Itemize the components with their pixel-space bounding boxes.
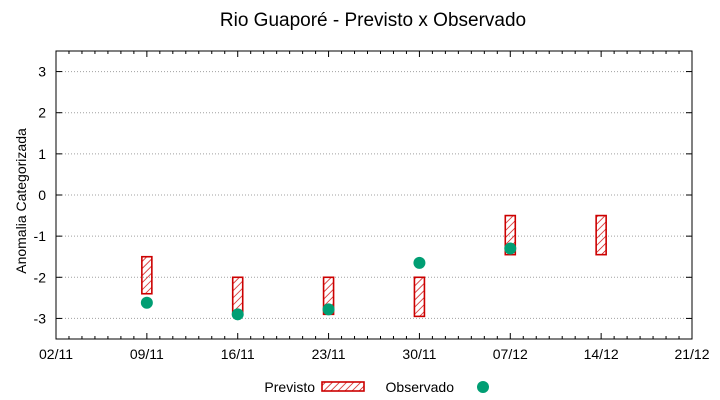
legend-marker-observado — [477, 381, 489, 393]
observado-point — [504, 242, 517, 255]
chart-title: Rio Guaporé - Previsto x Observado — [220, 10, 526, 31]
y-tick-label: 1 — [38, 146, 46, 162]
y-tick-label: 0 — [38, 187, 46, 203]
x-tick-label: 30/11 — [402, 346, 436, 362]
axis-ticks: 3 2 1 0 -1 -2 -3 02/11 09/11 16/11 23/11 30/11 07/12… — [34, 51, 710, 362]
y-tick-label: -3 — [34, 310, 47, 326]
x-tick-label: 16/11 — [221, 346, 255, 362]
x-tick-label: 07/12 — [493, 346, 528, 362]
series — [140, 214, 607, 321]
observado-point — [322, 303, 335, 316]
y-axis-label: Anomalia Categorizada — [13, 128, 29, 274]
y-tick-label: -2 — [34, 269, 47, 285]
observado-point — [231, 308, 244, 321]
previsto-range-box — [141, 255, 153, 295]
x-tick-label: 02/11 — [39, 346, 73, 362]
y-tick-label: 2 — [38, 105, 46, 121]
y-tick-label: 3 — [38, 64, 46, 80]
y-tick-label: -1 — [34, 228, 47, 244]
grid — [56, 71, 692, 319]
observado-point — [413, 256, 426, 269]
previsto-range-box — [595, 214, 607, 256]
legend-swatch-previsto — [321, 381, 365, 392]
x-tick-label: 23/11 — [312, 346, 346, 362]
observado-point — [140, 296, 153, 309]
legend-label-observado: Observado — [386, 379, 455, 395]
x-tick-label: 09/11 — [130, 346, 164, 362]
legend-label-previsto: Previsto — [264, 379, 315, 395]
legend: Previsto Observado — [264, 379, 489, 395]
x-tick-label: 21/12 — [674, 346, 709, 362]
x-tick-label: 14/12 — [584, 346, 619, 362]
previsto-range-box — [413, 276, 426, 318]
previsto-range-box — [504, 214, 517, 256]
